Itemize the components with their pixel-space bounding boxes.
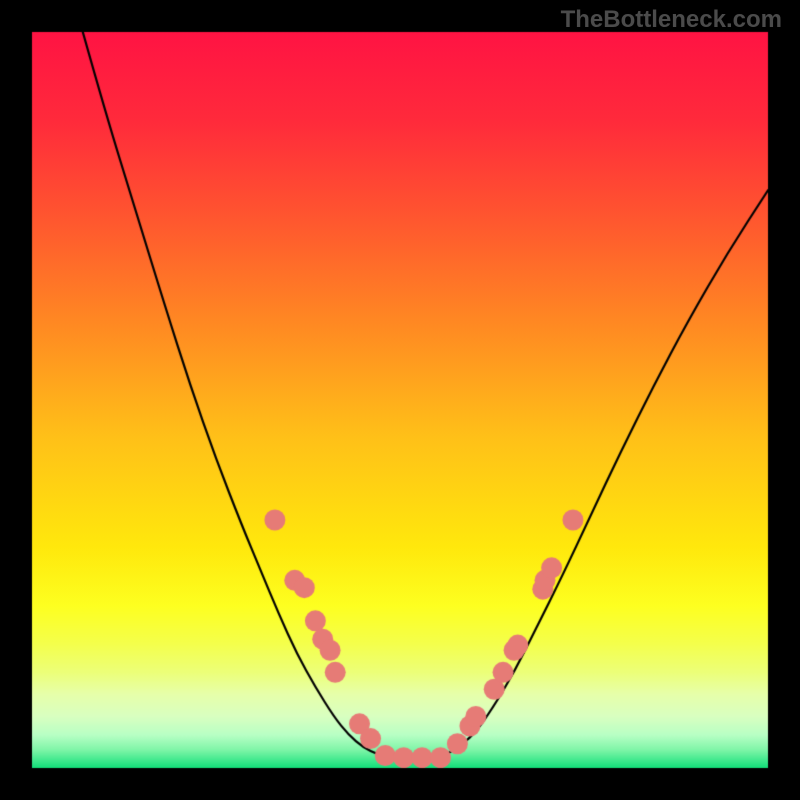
plot-canvas	[0, 0, 800, 800]
chart-container: TheBottleneck.com	[0, 0, 800, 800]
watermark-text: TheBottleneck.com	[561, 6, 782, 34]
